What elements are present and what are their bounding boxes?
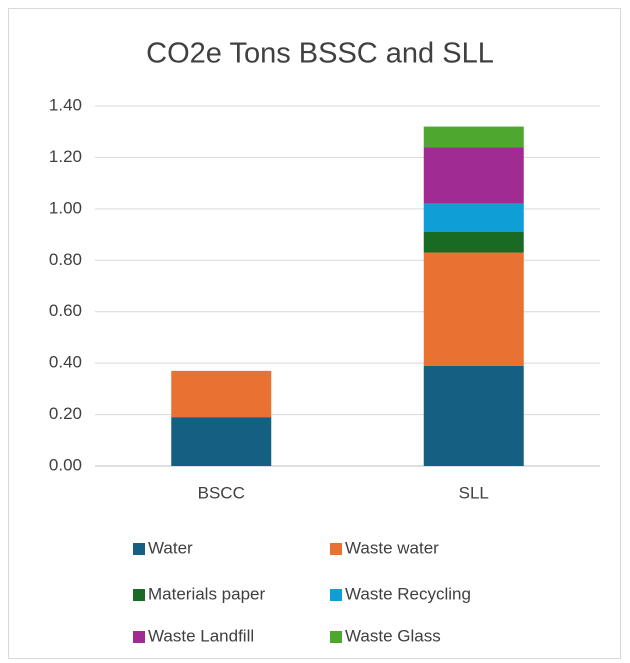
bar-segment <box>423 126 524 148</box>
legend-label: Materials paper <box>148 584 266 603</box>
y-tick-label: 1.00 <box>49 198 82 217</box>
bar-segment <box>423 232 524 253</box>
x-tick-label: SLL <box>459 483 489 502</box>
legend-label: Waste Landfill <box>148 626 254 645</box>
legend-swatch <box>330 543 342 555</box>
legend-label: Waste Recycling <box>345 584 471 603</box>
legend-swatch <box>133 589 145 601</box>
legend-label: Waste Glass <box>345 626 441 645</box>
bar-segment <box>171 417 272 466</box>
legend-swatch <box>330 631 342 643</box>
bar-segment <box>423 147 524 204</box>
bar-segment <box>423 365 524 466</box>
y-tick-label: 0.20 <box>49 404 82 423</box>
bar-segment <box>171 370 272 418</box>
legend-swatch <box>330 589 342 601</box>
legend-swatch <box>133 543 145 555</box>
y-tick-label: 1.40 <box>49 95 82 114</box>
legend-swatch <box>133 631 145 643</box>
legend-label: Waste water <box>345 538 439 557</box>
y-tick-label: 0.00 <box>49 455 82 474</box>
bar-segment <box>423 203 524 232</box>
y-tick-label: 0.40 <box>49 353 82 372</box>
y-tick-label: 0.80 <box>49 250 82 269</box>
y-tick-label: 0.60 <box>49 301 82 320</box>
x-tick-label: BSCC <box>198 483 245 502</box>
bar-segment <box>423 252 524 366</box>
y-tick-label: 1.20 <box>49 147 82 166</box>
legend-label: Water <box>148 538 193 557</box>
chart-title: CO2e Tons BSSC and SLL <box>146 38 494 70</box>
